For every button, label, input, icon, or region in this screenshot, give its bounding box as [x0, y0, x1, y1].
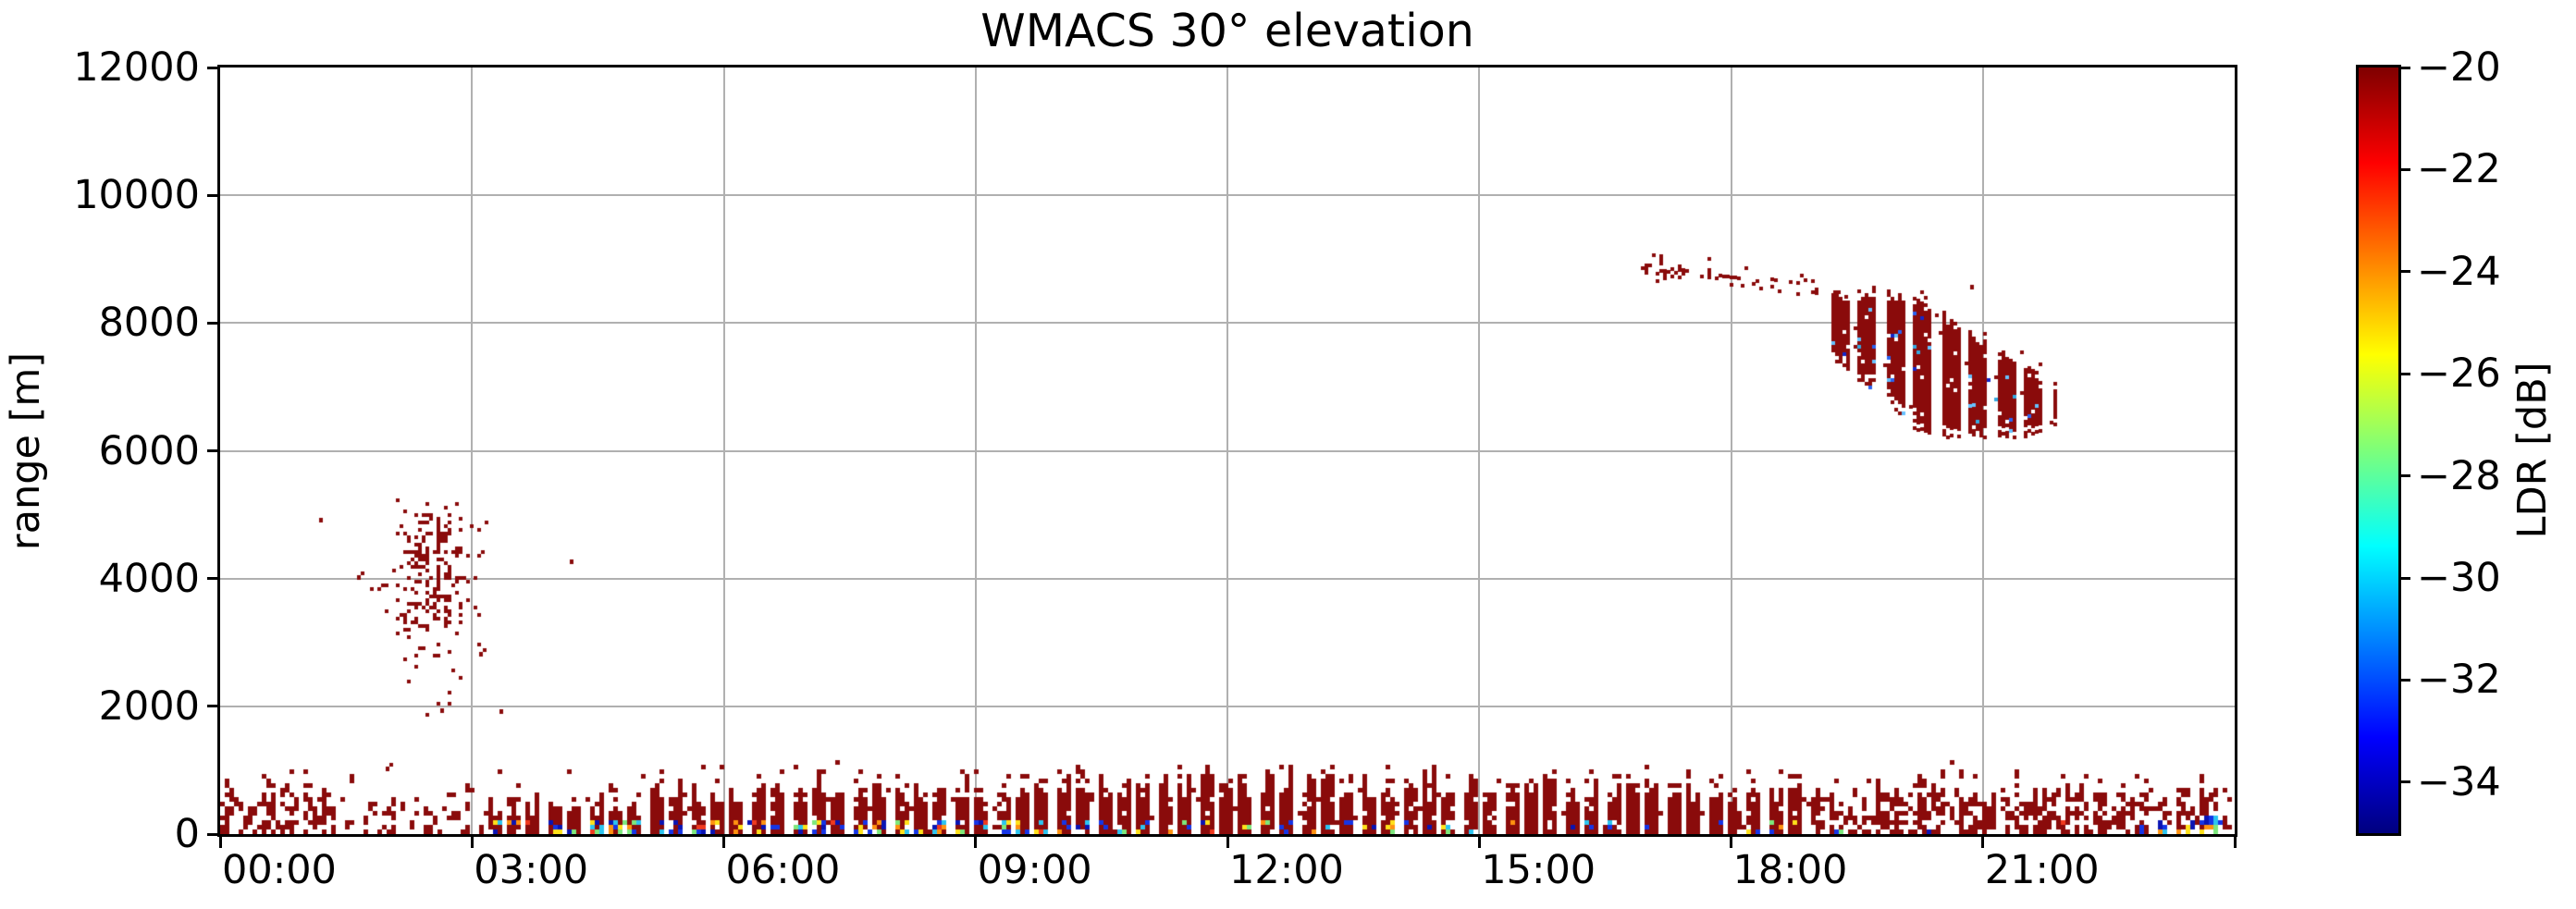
x-tick-label: 15:00: [1481, 847, 1596, 893]
colorbar-tick: [2399, 678, 2410, 682]
colorbar-label: LDR [dB]: [2509, 362, 2556, 539]
colorbar-tick: [2399, 167, 2410, 171]
colorbar-tick-label: −34: [2417, 758, 2501, 805]
x-tick: [218, 835, 222, 848]
y-tick-label: 8000: [98, 300, 200, 347]
colorbar-gradient: [2359, 68, 2398, 833]
colorbar-tick: [2399, 66, 2410, 69]
colorbar-tick-label: −24: [2417, 248, 2501, 295]
x-tick: [1477, 835, 1481, 848]
heatmap-canvas: [220, 68, 2235, 834]
colorbar-tick-label: −22: [2417, 146, 2501, 193]
x-tick-label: 21:00: [1984, 847, 2100, 893]
y-tick: [207, 321, 220, 325]
y-tick-label: 2000: [98, 682, 200, 730]
y-tick: [207, 449, 220, 452]
colorbar-tick-label: −26: [2417, 350, 2501, 398]
y-tick: [207, 193, 220, 197]
x-tick-label: 12:00: [1229, 847, 1344, 893]
x-tick: [470, 835, 474, 848]
x-tick: [1730, 835, 1732, 848]
y-tick-label: 0: [174, 811, 200, 857]
colorbar-tick: [2399, 372, 2410, 375]
colorbar-tick: [2399, 270, 2410, 274]
x-tick: [1981, 835, 1985, 848]
y-tick-label: 6000: [98, 427, 200, 474]
x-tick-label: 03:00: [474, 847, 589, 893]
x-tick: [974, 835, 978, 848]
y-tick-label: 10000: [73, 172, 200, 219]
colorbar-tick: [2399, 576, 2410, 580]
colorbar-tick-label: −32: [2417, 657, 2501, 704]
y-tick-label: 12000: [73, 44, 200, 91]
x-tick: [722, 835, 725, 848]
x-tick-label: 18:00: [1732, 847, 1848, 893]
colorbar-tick-label: −28: [2417, 452, 2501, 499]
y-tick: [207, 832, 220, 836]
x-tick-label: 00:00: [222, 847, 337, 893]
x-tick: [1226, 835, 1229, 848]
x-tick-label: 06:00: [725, 847, 841, 893]
x-tick: [2233, 835, 2237, 848]
y-tick: [207, 705, 220, 708]
y-tick-label: 4000: [98, 555, 200, 602]
colorbar-tick-label: −30: [2417, 555, 2501, 601]
plot-title: WMACS 30° elevation: [980, 5, 1474, 57]
colorbar-tick: [2399, 780, 2410, 784]
y-tick: [207, 577, 220, 581]
colorbar-tick: [2399, 474, 2410, 478]
colorbar-tick-label: −20: [2417, 44, 2501, 91]
colorbar-border: [2356, 65, 2401, 836]
x-tick-label: 09:00: [977, 847, 1092, 893]
y-tick: [207, 66, 220, 69]
